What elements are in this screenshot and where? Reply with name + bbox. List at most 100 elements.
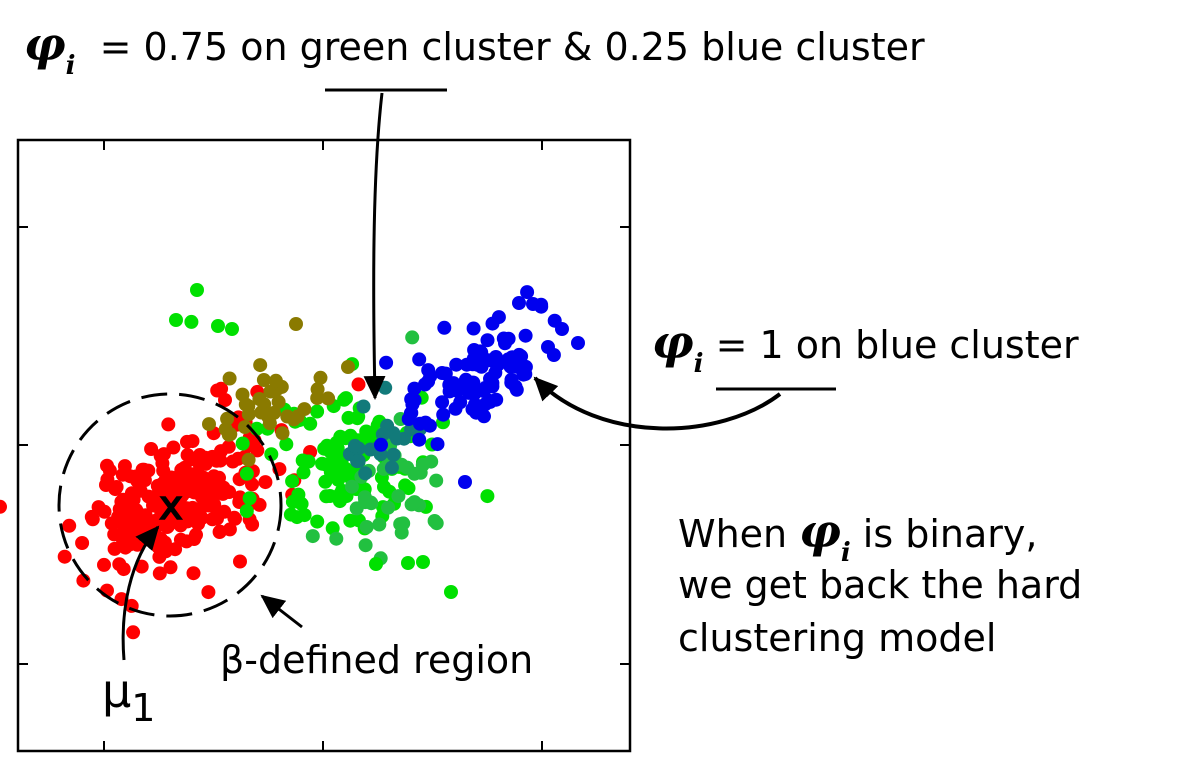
mixed-point: [237, 420, 252, 435]
blue-point: [468, 397, 482, 412]
blue-point: [520, 285, 535, 300]
red-point: [126, 625, 141, 640]
mixed-point: [252, 392, 267, 406]
red-point: [97, 557, 111, 572]
top-annotation-text: = 0.75 on green cluster & 0.25 blue clus…: [88, 25, 925, 69]
green-point: [264, 447, 279, 462]
green-point: [331, 466, 346, 481]
red-point: [351, 377, 366, 392]
mixed-point: [275, 426, 290, 441]
red-point: [250, 443, 265, 458]
red-point: [186, 566, 201, 581]
mixed-point: [386, 447, 401, 462]
red-point: [155, 456, 170, 471]
mixed-point: [241, 452, 256, 467]
red-point: [152, 566, 167, 581]
mixed-point: [350, 454, 365, 469]
outlier-point: [526, 297, 540, 311]
green-point: [358, 495, 373, 510]
mixed-point: [363, 442, 378, 457]
blue-point: [473, 357, 487, 372]
red-point: [126, 492, 141, 507]
red-point: [0, 499, 7, 514]
note-line-1-after: is binary,: [851, 512, 1038, 556]
red-point: [109, 480, 124, 494]
mixed-point: [253, 358, 268, 373]
blue-point: [437, 320, 452, 335]
red-point: [144, 442, 159, 456]
phi-symbol: φ: [24, 17, 66, 71]
mixed-point: [268, 373, 283, 388]
blue-point: [430, 437, 445, 452]
blue-point: [435, 366, 450, 380]
red-point: [156, 475, 171, 490]
red-point: [174, 462, 189, 477]
blue-point: [518, 367, 533, 382]
red-point: [218, 393, 232, 407]
phi-subscript: i: [66, 51, 76, 81]
blue-point: [436, 407, 451, 422]
note-line-1: When φi is binary,: [678, 504, 1037, 568]
red-point: [154, 505, 169, 520]
mixed-point: [375, 427, 390, 442]
blue-point: [478, 397, 493, 412]
mixed-point: [222, 371, 237, 386]
right-arrow: [533, 376, 836, 431]
blue-point: [467, 386, 482, 401]
green-point: [310, 514, 325, 529]
mixed-point: [220, 411, 235, 426]
mixed-point: [378, 380, 393, 395]
blue-point: [514, 349, 529, 364]
mixed-point: [271, 394, 286, 409]
green-point: [320, 438, 334, 453]
green-point: [242, 491, 257, 506]
red-point: [85, 512, 100, 527]
note-line-1-before: When: [678, 512, 799, 556]
green-point: [394, 525, 409, 540]
region-arrow: [260, 594, 303, 629]
red-point: [179, 534, 194, 549]
blue-point: [466, 321, 481, 336]
mixed-point: [267, 405, 281, 420]
red-point: [75, 536, 90, 550]
right-annotation: φi = 1 on blue cluster: [652, 315, 1079, 379]
red-point: [57, 549, 72, 564]
mixed-point: [297, 402, 312, 417]
top-arrow: [325, 88, 447, 400]
red-point: [117, 525, 132, 540]
region-label: β-defined region: [220, 638, 533, 682]
mixed-point: [356, 399, 371, 414]
green-point: [338, 431, 353, 446]
outlier-point: [169, 313, 183, 327]
red-point: [221, 439, 236, 454]
blue-point: [449, 357, 464, 372]
green-point: [427, 514, 442, 528]
green-point: [285, 474, 300, 489]
red-point: [204, 480, 219, 495]
green-point: [344, 479, 359, 494]
green-point: [310, 404, 325, 419]
blue-point: [446, 376, 461, 391]
red-point: [141, 489, 156, 504]
outlier-point: [571, 336, 585, 350]
blue-point: [407, 381, 422, 396]
red-point: [210, 507, 224, 522]
green-point: [318, 474, 333, 489]
outlier-point: [401, 556, 415, 570]
green-point: [337, 392, 352, 407]
green-point: [301, 454, 316, 469]
red-point: [161, 417, 176, 432]
phi-subscript: i: [694, 349, 704, 379]
red-point: [102, 463, 117, 478]
blue-point: [480, 333, 495, 348]
green-point: [381, 500, 396, 515]
blue-point: [401, 412, 416, 426]
red-point: [231, 451, 246, 466]
green-point: [184, 314, 199, 329]
red-point: [116, 562, 131, 577]
red-point: [206, 469, 221, 484]
blue-point: [412, 432, 427, 447]
red-point: [185, 434, 200, 449]
green-point: [358, 538, 373, 553]
red-point: [166, 440, 181, 455]
